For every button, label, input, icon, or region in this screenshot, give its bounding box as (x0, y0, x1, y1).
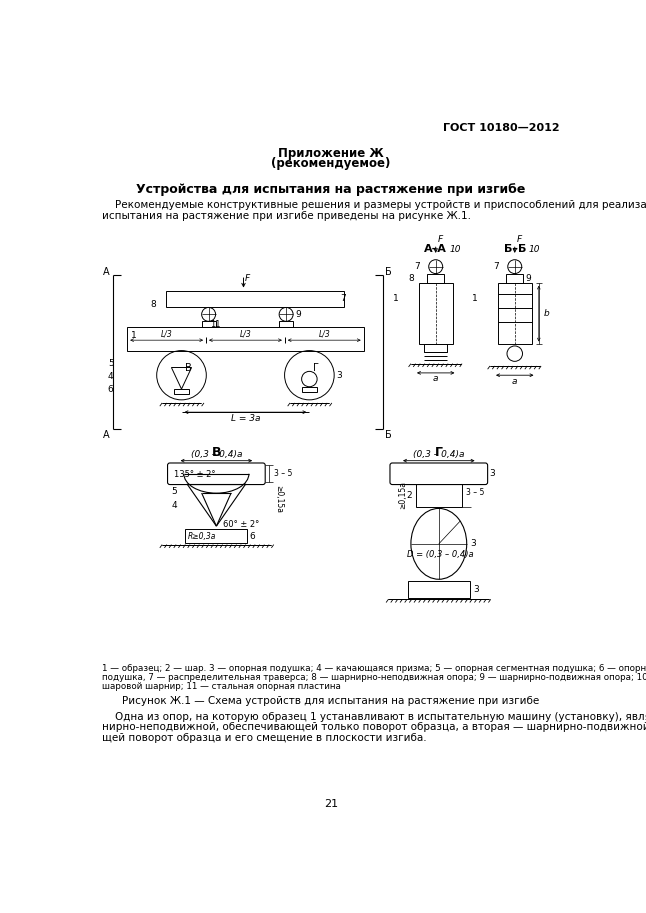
Text: L/3: L/3 (161, 330, 172, 339)
Text: Г: Г (435, 446, 443, 459)
Text: 5: 5 (171, 487, 177, 496)
Ellipse shape (411, 509, 466, 579)
Text: 7: 7 (493, 262, 499, 271)
Bar (202, 321, 216, 328)
Text: Рекомендуемые конструктивные решения и размеры устройств и приспособлений для ре: Рекомендуемые конструктивные решения и р… (103, 201, 646, 210)
Text: 3 – 5: 3 – 5 (275, 469, 293, 478)
Text: нирно-неподвижной, обеспечивающей только поворот образца, а вторая — шарнирно-по: нирно-неподвижной, обеспечивающей только… (103, 722, 646, 732)
Text: L/3: L/3 (318, 330, 330, 339)
Bar (185, 530, 247, 543)
Text: А: А (103, 430, 109, 440)
Text: 7: 7 (414, 262, 420, 271)
Bar (302, 387, 317, 393)
Polygon shape (171, 368, 192, 389)
Bar (408, 581, 470, 598)
Text: Приложение Ж: Приложение Ж (278, 146, 384, 160)
Text: ≥0,15a: ≥0,15a (275, 485, 284, 512)
Text: 135° ± 2°: 135° ± 2° (174, 470, 215, 479)
Bar (427, 274, 444, 283)
Text: a: a (512, 377, 517, 386)
FancyBboxPatch shape (390, 463, 488, 485)
Text: Г: Г (313, 362, 319, 373)
Text: 2: 2 (406, 491, 412, 499)
Text: 3: 3 (470, 540, 476, 549)
Bar (497, 283, 532, 344)
Text: А–А: А–А (424, 245, 447, 255)
Text: 7: 7 (340, 294, 346, 303)
FancyBboxPatch shape (167, 463, 266, 485)
Text: 10: 10 (450, 246, 461, 254)
Text: Б: Б (384, 267, 391, 277)
Text: 8: 8 (408, 274, 414, 283)
Text: А: А (103, 267, 109, 277)
Text: (рекомендуемое): (рекомендуемое) (271, 157, 391, 171)
Text: 11: 11 (210, 320, 221, 329)
Text: L = 3a: L = 3a (231, 414, 260, 423)
Text: 3: 3 (474, 584, 479, 593)
Text: F: F (517, 236, 522, 245)
Circle shape (302, 372, 317, 387)
Text: ≥0,15a: ≥0,15a (399, 481, 408, 509)
Text: 1: 1 (393, 294, 399, 303)
Bar (419, 283, 453, 344)
Text: 21: 21 (324, 799, 338, 809)
Text: В: В (185, 362, 192, 373)
Text: 1 — образец; 2 — шар. 3 — опорная подушка; 4 — качающаяся призма; 5 — опорная се: 1 — образец; 2 — шар. 3 — опорная подушк… (103, 664, 646, 673)
Text: 60° ± 2°: 60° ± 2° (223, 520, 259, 529)
Text: D = (0,3 – 0,4)a: D = (0,3 – 0,4)a (407, 550, 474, 559)
Bar (279, 321, 293, 328)
Text: F: F (438, 236, 443, 245)
Bar (506, 274, 523, 283)
Text: ГОСТ 10180—2012: ГОСТ 10180—2012 (443, 123, 559, 133)
Text: Б–Б: Б–Б (504, 245, 526, 255)
Circle shape (507, 346, 523, 362)
Text: испытания на растяжение при изгибе приведены на рисунке Ж.1.: испытания на растяжение при изгибе приве… (103, 211, 472, 221)
Text: 9: 9 (295, 310, 301, 319)
Text: 1: 1 (472, 294, 478, 303)
Text: 3: 3 (337, 371, 342, 380)
Bar (415, 484, 462, 507)
Bar (424, 344, 447, 352)
Text: Устройства для испытания на растяжение при изгибе: Устройства для испытания на растяжение п… (136, 183, 526, 195)
Text: 4: 4 (171, 501, 177, 509)
Bar (174, 389, 189, 394)
Text: b: b (543, 310, 549, 318)
Text: 9: 9 (526, 274, 532, 283)
Text: 1: 1 (131, 331, 137, 341)
Text: 6: 6 (108, 384, 114, 394)
Text: 8: 8 (151, 299, 156, 309)
Bar (127, 328, 364, 351)
Text: 3: 3 (489, 469, 495, 478)
Text: R≥0,3a: R≥0,3a (188, 531, 216, 540)
Text: (0,3 – 0,4)a: (0,3 – 0,4)a (191, 450, 242, 459)
Text: 4: 4 (108, 373, 114, 382)
Text: 3 – 5: 3 – 5 (466, 488, 484, 497)
Text: Б: Б (384, 430, 391, 440)
Text: шаровой шарнир; 11 — стальная опорная пластина: шаровой шарнир; 11 — стальная опорная пл… (103, 682, 341, 691)
Text: a: a (433, 374, 439, 383)
Text: Рисунок Ж.1 — Схема устройств для испытания на растяжение при изгибе: Рисунок Ж.1 — Схема устройств для испыта… (123, 697, 539, 707)
Text: F: F (245, 274, 250, 282)
Text: L/3: L/3 (240, 330, 251, 339)
Text: щей поворот образца и его смещение в плоскости изгиба.: щей поворот образца и его смещение в пло… (103, 733, 427, 743)
Text: 6: 6 (250, 531, 255, 540)
Text: 5: 5 (108, 359, 114, 368)
Text: Одна из опор, на которую образец 1 устанавливают в испытательную машину (установ: Одна из опор, на которую образец 1 устан… (103, 712, 646, 721)
Text: В: В (212, 446, 221, 459)
Bar (166, 290, 344, 308)
Text: подушка, 7 — распределительная траверса; 8 — шарнирно-неподвижная опора; 9 — шар: подушка, 7 — распределительная траверса;… (103, 673, 646, 682)
Text: (0,3 – 0,4)a: (0,3 – 0,4)a (413, 450, 464, 459)
Text: 10: 10 (528, 246, 540, 254)
